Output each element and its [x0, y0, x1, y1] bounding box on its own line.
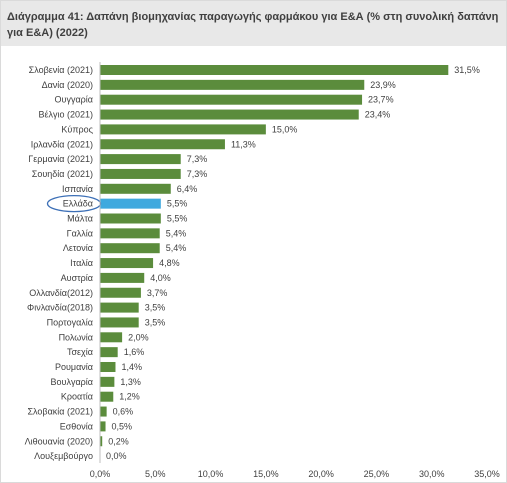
x-tick-label: 30,0% — [419, 469, 445, 479]
bar — [100, 272, 145, 283]
category-label: Γερμανία (2021) — [28, 154, 93, 164]
bar — [100, 228, 160, 239]
category-label: Φινλανδία(2018) — [27, 303, 93, 313]
x-tick-label: 25,0% — [364, 469, 390, 479]
bar — [100, 421, 106, 432]
value-label: 0,5% — [112, 421, 133, 431]
category-label: Αυστρία — [61, 273, 93, 283]
category-label: Πολωνία — [59, 332, 93, 342]
bar — [100, 258, 154, 269]
category-label: Κροατία — [61, 392, 93, 402]
bar — [100, 79, 365, 90]
bar — [100, 243, 160, 254]
category-label: Βουλγαρία — [51, 377, 93, 387]
bar — [100, 183, 171, 194]
category-label: Σλοβενία (2021) — [29, 65, 93, 75]
value-label: 3,7% — [147, 288, 168, 298]
category-label: Λιθουανία (2020) — [25, 436, 93, 446]
x-tick-label: 5,0% — [145, 469, 166, 479]
value-label: 0,0% — [106, 451, 127, 461]
category-label: Ισπανία — [62, 184, 93, 194]
x-tick-label: 0,0% — [90, 469, 111, 479]
value-label: 15,0% — [272, 124, 298, 134]
category-label: Δανία (2020) — [42, 80, 93, 90]
bar — [100, 302, 139, 313]
bar — [100, 376, 115, 387]
value-label: 1,6% — [124, 347, 145, 357]
value-label: 23,7% — [368, 95, 394, 105]
value-label: 0,6% — [113, 407, 134, 417]
value-label: 7,3% — [187, 169, 208, 179]
bar — [100, 362, 116, 372]
category-label: Σουηδία (2021) — [32, 169, 93, 179]
x-tick-label: 20,0% — [308, 469, 334, 479]
category-label: Λετονία — [63, 243, 93, 253]
bar — [100, 287, 141, 298]
value-label: 7,3% — [187, 154, 208, 164]
value-label: 1,4% — [121, 362, 142, 372]
bar — [100, 391, 114, 402]
value-label: 6,4% — [177, 184, 198, 194]
bar — [100, 109, 359, 120]
value-label: 0,2% — [108, 436, 129, 446]
x-tick-label: 35,0% — [474, 469, 500, 479]
value-label: 5,5% — [167, 214, 188, 224]
bar — [100, 154, 181, 165]
category-label: Ολλανδία(2012) — [29, 288, 93, 298]
value-label: 2,0% — [128, 332, 149, 342]
category-label: Ελλάδα — [63, 199, 93, 209]
bar — [100, 65, 449, 75]
category-label: Ιρλανδία (2021) — [31, 139, 93, 149]
value-label: 31,5% — [454, 65, 480, 75]
category-label: Ουγγαρία — [55, 95, 93, 105]
bar — [100, 213, 161, 224]
category-label: Βέλγιο (2021) — [38, 110, 93, 120]
bar — [100, 436, 103, 447]
x-tick-label: 10,0% — [198, 469, 224, 479]
bar — [100, 94, 363, 105]
bar — [100, 406, 107, 417]
bar — [100, 347, 118, 358]
bar-highlighted — [100, 198, 161, 209]
x-tick-label: 15,0% — [253, 469, 279, 479]
value-label: 3,5% — [145, 317, 166, 327]
category-label: Σλοβακία (2021) — [27, 407, 93, 417]
category-label: Πορτογαλία — [47, 317, 93, 327]
value-label: 11,3% — [231, 139, 256, 149]
value-label: 4,0% — [150, 273, 171, 283]
value-label: 5,5% — [167, 199, 188, 209]
title-banner: Διάγραμμα 41: Δαπάνη βιομηχανίας παραγωγ… — [0, 0, 507, 46]
value-label: 5,4% — [166, 228, 187, 238]
category-label: Γαλλία — [67, 228, 93, 238]
bar — [100, 317, 139, 328]
chart-title: Διάγραμμα 41: Δαπάνη βιομηχανίας παραγωγ… — [7, 11, 499, 39]
value-label: 5,4% — [166, 243, 187, 253]
bar — [100, 124, 266, 135]
category-label: Λουξεμβούργο — [34, 451, 93, 461]
value-label: 3,5% — [145, 303, 166, 313]
category-label: Μάλτα — [67, 214, 93, 224]
value-label: 1,3% — [120, 377, 141, 387]
category-label: Τσεχία — [67, 347, 93, 357]
category-label: Εσθονία — [60, 421, 93, 431]
value-label: 23,9% — [370, 80, 396, 90]
value-label: 4,8% — [159, 258, 180, 268]
category-label: Κύπρος — [61, 124, 93, 134]
value-label: 23,4% — [365, 110, 391, 120]
category-label: Ρουμανία — [55, 362, 93, 372]
value-label: 1,2% — [119, 392, 140, 402]
bar — [100, 332, 123, 343]
bar — [100, 139, 225, 150]
category-label: Ιταλία — [70, 258, 93, 268]
bar — [100, 168, 181, 179]
